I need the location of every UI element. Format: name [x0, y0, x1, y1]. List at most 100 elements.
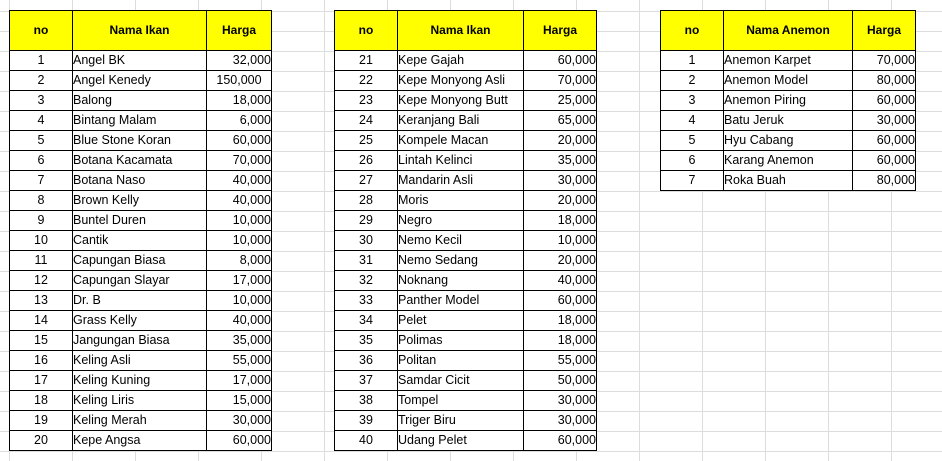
cell-price[interactable]: 20,000: [523, 130, 597, 151]
cell-name[interactable]: Anemon Model: [723, 70, 853, 91]
cell-price[interactable]: 40,000: [206, 310, 272, 331]
cell-no[interactable]: 5: [9, 130, 73, 151]
cell-no[interactable]: 34: [334, 310, 398, 331]
cell-name[interactable]: Polimas: [397, 330, 524, 351]
cell-name[interactable]: Karang Anemon: [723, 150, 853, 171]
cell-price[interactable]: 15,000: [206, 390, 272, 411]
cell-no[interactable]: 21: [334, 50, 398, 71]
cell-name[interactable]: Dr. B: [72, 290, 207, 311]
cell-name[interactable]: Buntel Duren: [72, 210, 207, 231]
header-cell-name[interactable]: Nama Anemon: [723, 10, 853, 51]
cell-no[interactable]: 26: [334, 150, 398, 171]
cell-price[interactable]: 40,000: [206, 170, 272, 191]
cell-name[interactable]: Grass Kelly: [72, 310, 207, 331]
cell-price[interactable]: 70,000: [852, 50, 916, 71]
header-cell-price[interactable]: Harga: [852, 10, 916, 51]
cell-price[interactable]: 10,000: [206, 290, 272, 311]
cell-price[interactable]: 70,000: [523, 70, 597, 91]
cell-name[interactable]: Pelet: [397, 310, 524, 331]
cell-no[interactable]: 6: [9, 150, 73, 171]
cell-price[interactable]: 60,000: [523, 50, 597, 71]
header-cell-price[interactable]: Harga: [523, 10, 597, 51]
cell-name[interactable]: Bintang Malam: [72, 110, 207, 131]
cell-name[interactable]: Anemon Piring: [723, 90, 853, 111]
cell-name[interactable]: Panther Model: [397, 290, 524, 311]
cell-no[interactable]: 12: [9, 270, 73, 291]
cell-no[interactable]: 29: [334, 210, 398, 231]
cell-price[interactable]: 50,000: [523, 370, 597, 391]
cell-price[interactable]: 35,000: [523, 150, 597, 171]
cell-no[interactable]: 37: [334, 370, 398, 391]
cell-name[interactable]: Kompele Macan: [397, 130, 524, 151]
cell-price[interactable]: 30,000: [523, 170, 597, 191]
cell-price[interactable]: 40,000: [523, 270, 597, 291]
cell-price[interactable]: 30,000: [852, 110, 916, 131]
cell-price[interactable]: 60,000: [523, 290, 597, 311]
cell-no[interactable]: 31: [334, 250, 398, 271]
cell-no[interactable]: 18: [9, 390, 73, 411]
cell-no[interactable]: 14: [9, 310, 73, 331]
cell-price[interactable]: 20,000: [523, 250, 597, 271]
cell-name[interactable]: Mandarin Asli: [397, 170, 524, 191]
cell-name[interactable]: Kepe Gajah: [397, 50, 524, 71]
cell-name[interactable]: Kepe Angsa: [72, 430, 207, 451]
cell-price[interactable]: 80,000: [852, 70, 916, 91]
cell-name[interactable]: Nemo Kecil: [397, 230, 524, 251]
cell-no[interactable]: 1: [9, 50, 73, 71]
cell-no[interactable]: 7: [660, 170, 724, 191]
cell-no[interactable]: 28: [334, 190, 398, 211]
cell-no[interactable]: 32: [334, 270, 398, 291]
cell-price[interactable]: 18,000: [523, 210, 597, 231]
cell-price[interactable]: 60,000: [206, 130, 272, 151]
cell-no[interactable]: 11: [9, 250, 73, 271]
cell-no[interactable]: 24: [334, 110, 398, 131]
cell-no[interactable]: 8: [9, 190, 73, 211]
cell-price[interactable]: 60,000: [206, 430, 272, 451]
cell-name[interactable]: Keranjang Bali: [397, 110, 524, 131]
cell-name[interactable]: Cantik: [72, 230, 207, 251]
cell-price[interactable]: 6,000: [206, 110, 272, 131]
cell-price[interactable]: 60,000: [523, 430, 597, 451]
cell-price[interactable]: 18,000: [523, 330, 597, 351]
cell-price[interactable]: 60,000: [852, 150, 916, 171]
cell-no[interactable]: 10: [9, 230, 73, 251]
cell-no[interactable]: 15: [9, 330, 73, 351]
cell-price[interactable]: 55,000: [206, 350, 272, 371]
cell-price[interactable]: 10,000: [206, 230, 272, 251]
header-cell-no[interactable]: no: [660, 10, 724, 51]
cell-no[interactable]: 5: [660, 130, 724, 151]
cell-price[interactable]: 20,000: [523, 190, 597, 211]
cell-price[interactable]: 18,000: [206, 90, 272, 111]
cell-no[interactable]: 19: [9, 410, 73, 431]
cell-name[interactable]: Tompel: [397, 390, 524, 411]
cell-name[interactable]: Anemon Karpet: [723, 50, 853, 71]
cell-no[interactable]: 22: [334, 70, 398, 91]
cell-name[interactable]: Udang Pelet: [397, 430, 524, 451]
cell-name[interactable]: Keling Kuning: [72, 370, 207, 391]
cell-price[interactable]: 65,000: [523, 110, 597, 131]
cell-price[interactable]: 10,000: [523, 230, 597, 251]
header-cell-no[interactable]: no: [9, 10, 73, 51]
cell-no[interactable]: 36: [334, 350, 398, 371]
cell-name[interactable]: Angel BK: [72, 50, 207, 71]
cell-name[interactable]: Keling Merah: [72, 410, 207, 431]
cell-no[interactable]: 1: [660, 50, 724, 71]
cell-name[interactable]: Lintah Kelinci: [397, 150, 524, 171]
cell-name[interactable]: Capungan Slayar: [72, 270, 207, 291]
cell-price[interactable]: 80,000: [852, 170, 916, 191]
cell-name[interactable]: Hyu Cabang: [723, 130, 853, 151]
cell-name[interactable]: Capungan Biasa: [72, 250, 207, 271]
cell-name[interactable]: Nemo Sedang: [397, 250, 524, 271]
cell-no[interactable]: 2: [660, 70, 724, 91]
cell-no[interactable]: 38: [334, 390, 398, 411]
cell-no[interactable]: 4: [660, 110, 724, 131]
cell-price[interactable]: 55,000: [523, 350, 597, 371]
cell-no[interactable]: 6: [660, 150, 724, 171]
cell-no[interactable]: 13: [9, 290, 73, 311]
cell-no[interactable]: 40: [334, 430, 398, 451]
cell-price[interactable]: 30,000: [206, 410, 272, 431]
cell-price[interactable]: 25,000: [523, 90, 597, 111]
header-cell-price[interactable]: Harga: [206, 10, 272, 51]
cell-price[interactable]: 30,000: [523, 390, 597, 411]
cell-name[interactable]: Angel Kenedy: [72, 70, 207, 91]
